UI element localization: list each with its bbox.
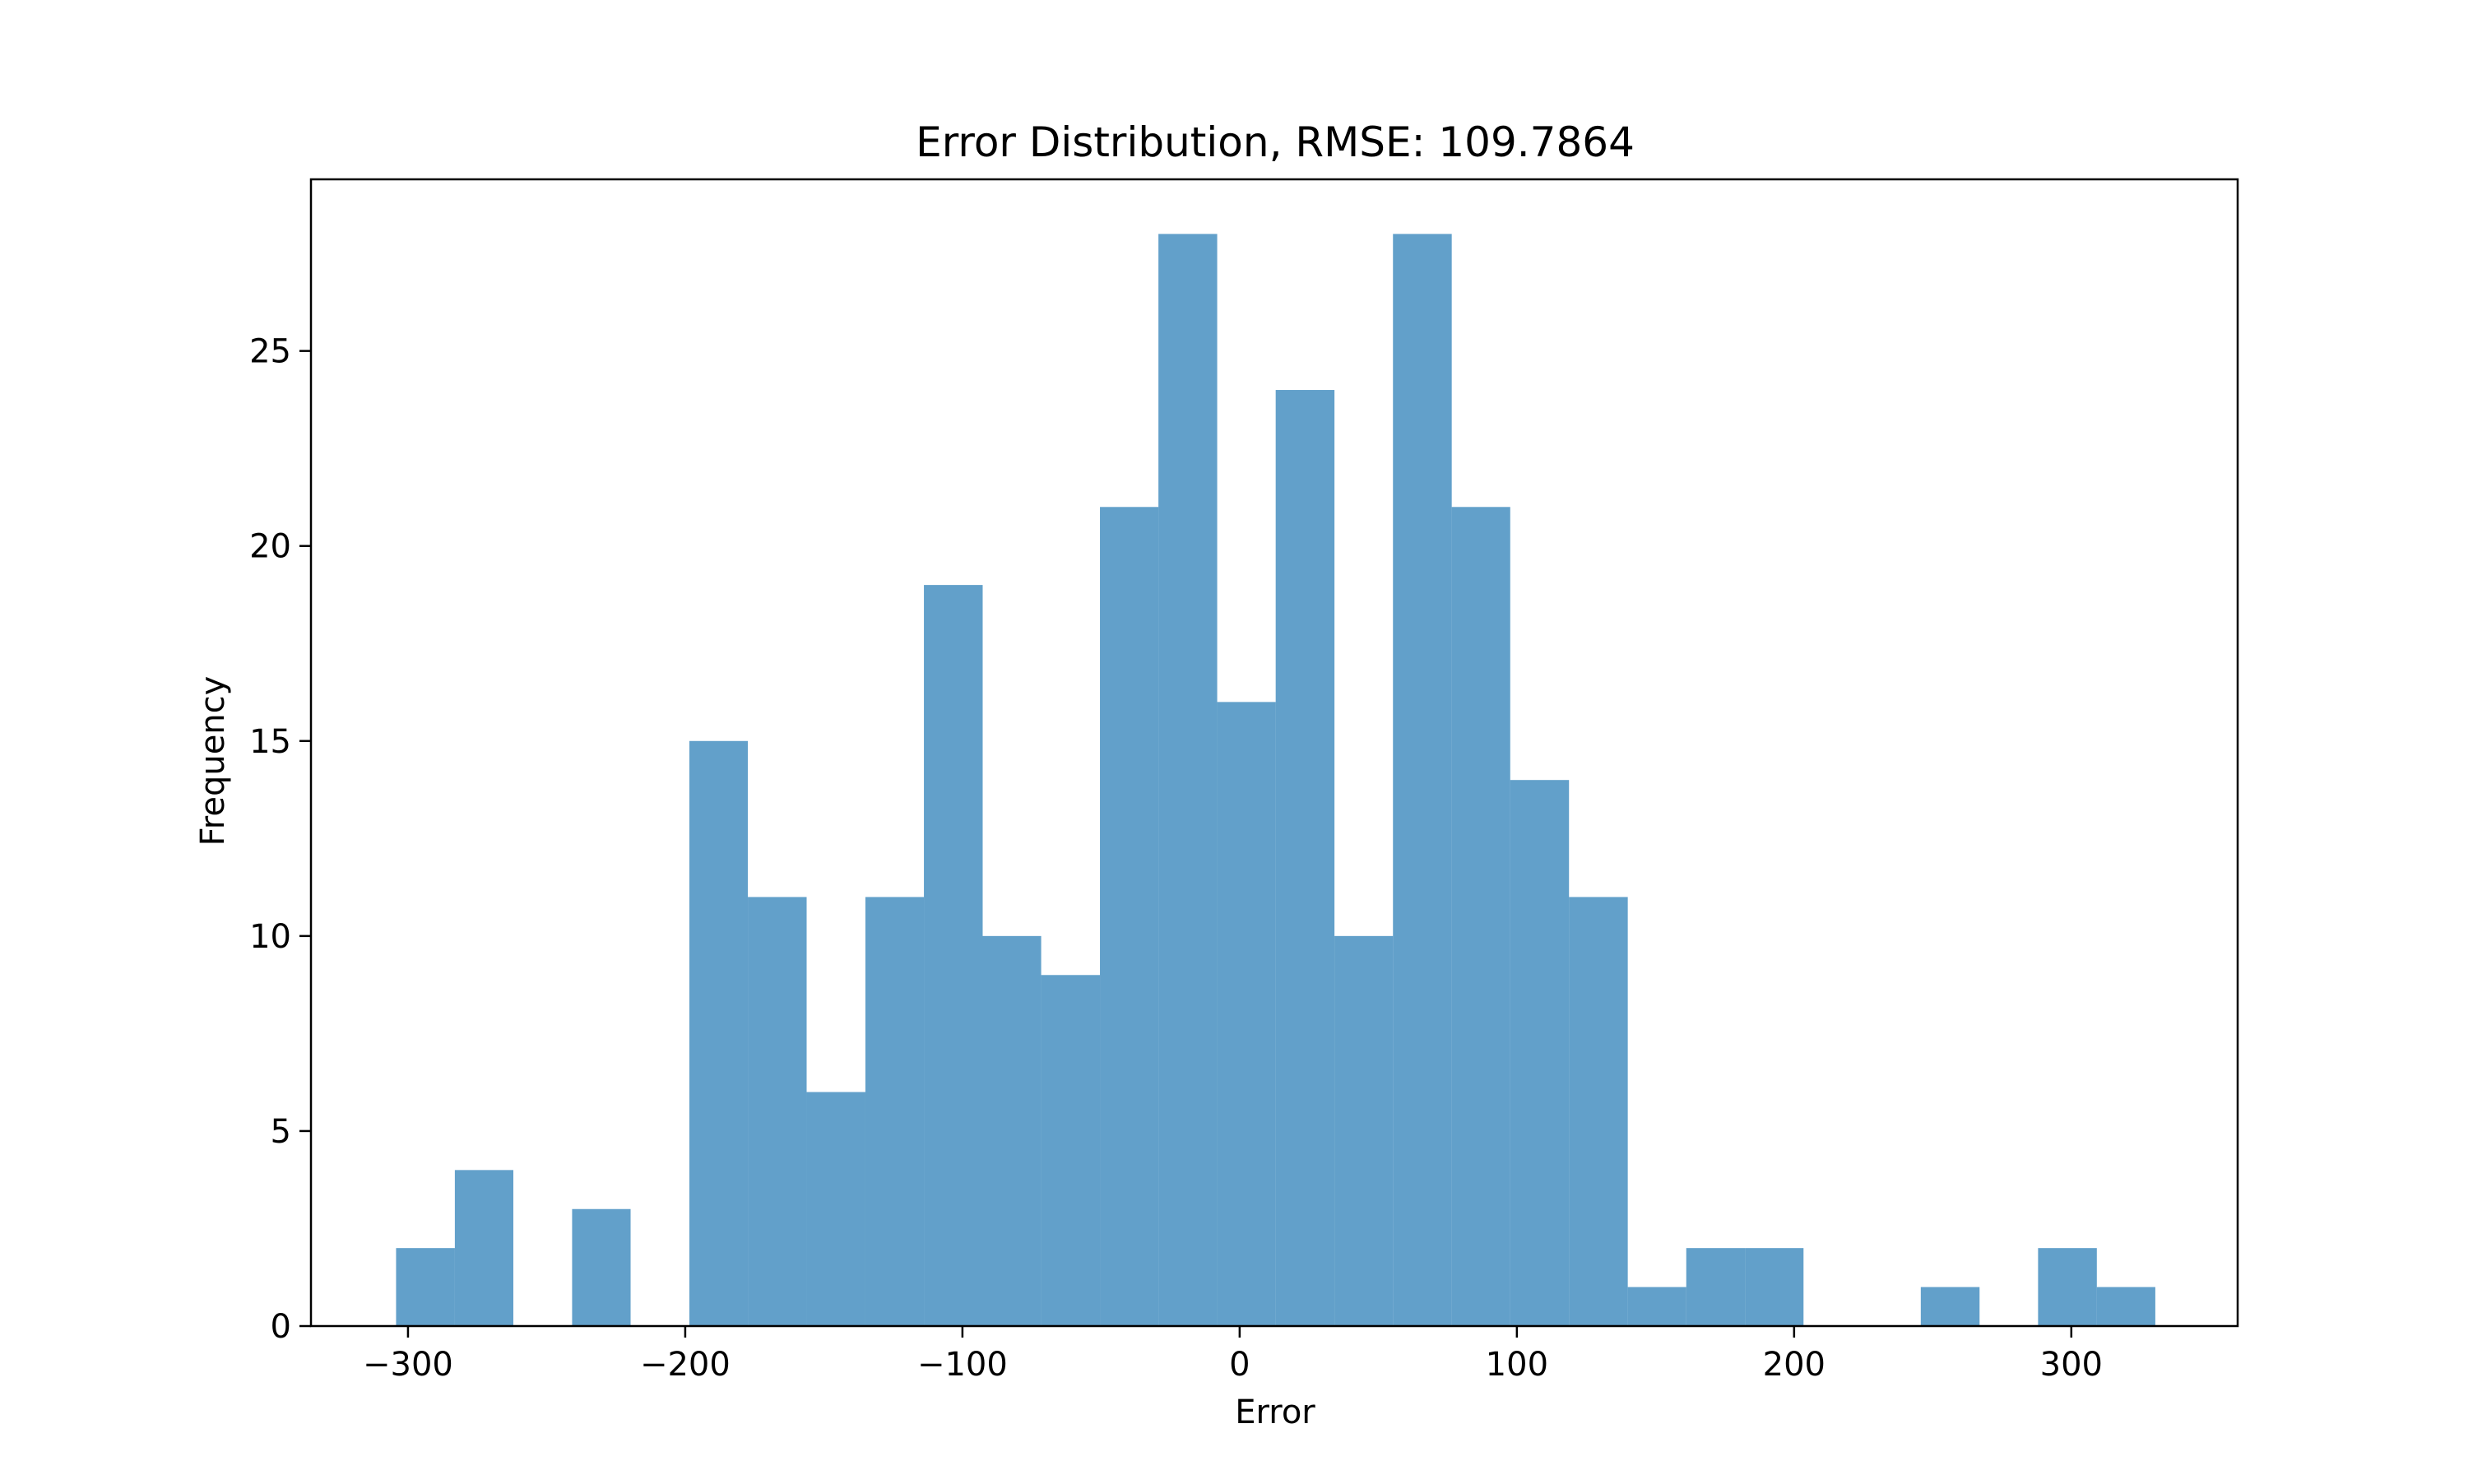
- y-axis-label: Frequency: [194, 676, 232, 846]
- y-tick-label: 15: [249, 723, 291, 761]
- y-tick-label: 25: [249, 333, 291, 371]
- histogram-bar: [1158, 234, 1218, 1326]
- y-axis-ticks: 0 5 10 15 20 25: [249, 333, 311, 1346]
- plot-frame: [309, 178, 2239, 1328]
- histogram-bar: [865, 897, 925, 1326]
- y-tick-label: 20: [249, 528, 291, 566]
- x-tick-label: −300: [363, 1346, 453, 1384]
- histogram-bar: [748, 897, 807, 1326]
- histogram-bar: [1393, 234, 1452, 1326]
- x-tick-label: 200: [1763, 1346, 1825, 1384]
- histogram-bar: [2038, 1248, 2097, 1326]
- x-axis-ticks: −300 −200 −100 0 100 200 300: [363, 1326, 2103, 1384]
- y-tick-label: 0: [271, 1308, 291, 1346]
- histogram-bar: [454, 1170, 513, 1326]
- histogram-bar: [1451, 507, 1510, 1326]
- x-tick-label: 0: [1229, 1346, 1250, 1384]
- y-tick-label: 5: [271, 1113, 291, 1151]
- histogram-bar: [1334, 935, 1394, 1326]
- histogram-bar: [1686, 1248, 1746, 1326]
- x-axis-label: Error: [1235, 1394, 1315, 1431]
- x-tick-label: 100: [1486, 1346, 1548, 1384]
- histogram-bar: [1627, 1287, 1686, 1326]
- histogram-bar: [1510, 780, 1570, 1326]
- histogram-bar: [1275, 390, 1335, 1326]
- histogram-bar: [1745, 1248, 1804, 1326]
- histogram-bar: [572, 1208, 631, 1326]
- histogram-bar: [1920, 1287, 1980, 1326]
- x-tick-label: −200: [640, 1346, 731, 1384]
- chart-title: Error Distribution, RMSE: 109.7864: [916, 118, 1635, 166]
- histogram-bar: [1217, 702, 1276, 1326]
- histogram-bar: [1041, 975, 1101, 1326]
- x-tick-label: −100: [917, 1346, 1008, 1384]
- y-tick-label: 10: [249, 918, 291, 956]
- histogram-bar: [1100, 507, 1159, 1326]
- histogram-bar: [806, 1092, 865, 1326]
- histogram-bar: [982, 935, 1041, 1326]
- x-tick-label: 300: [2040, 1346, 2103, 1384]
- histogram-bar: [689, 740, 749, 1326]
- histogram-bar: [1569, 897, 1628, 1326]
- histogram-bar: [924, 585, 983, 1326]
- bars-group: [396, 234, 2155, 1326]
- histogram-bar: [2096, 1287, 2155, 1326]
- histogram-bar: [396, 1248, 455, 1326]
